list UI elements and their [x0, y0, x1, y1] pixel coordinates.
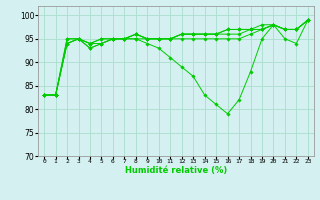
X-axis label: Humidité relative (%): Humidité relative (%) [125, 166, 227, 175]
